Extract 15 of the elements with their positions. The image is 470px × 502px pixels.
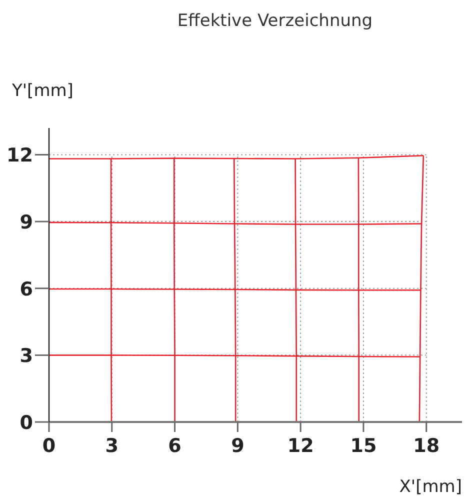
x-tick-label: 0 (42, 435, 56, 457)
x-tick-label: 15 (350, 435, 377, 457)
y-tick-label: 9 (20, 212, 33, 234)
y-tick-label: 3 (20, 345, 33, 368)
x-tick-label: 18 (413, 435, 440, 457)
chart-title: Effektive Verzeichnung (177, 11, 373, 31)
x-tick-label: 12 (287, 435, 314, 457)
x-tick-label: 6 (168, 435, 182, 457)
y-tick-label: 6 (20, 278, 33, 300)
y-axis-title: Y'[mm] (11, 81, 74, 101)
y-tick-label: 12 (6, 144, 33, 167)
y-tick-label: 0 (20, 412, 33, 434)
x-tick-label: 9 (231, 435, 244, 457)
x-tick-label: 3 (105, 435, 119, 457)
x-axis-title: X'[mm] (399, 477, 462, 497)
